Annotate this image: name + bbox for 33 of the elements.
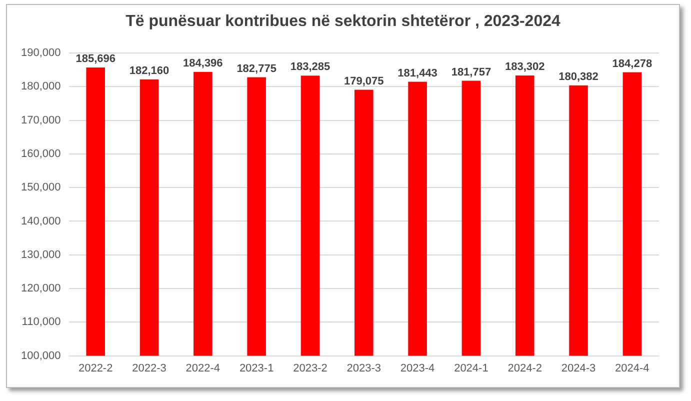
x-tick-label: 2024-4 <box>615 362 650 374</box>
data-label: 179,075 <box>344 75 384 88</box>
data-label: 181,443 <box>398 67 438 80</box>
y-tick-label: 190,000 <box>20 47 61 60</box>
x-tick-label: 2023-1 <box>239 362 274 374</box>
data-label: 182,775 <box>236 62 276 75</box>
chart-title: Të punësuar kontribues në sektorin shtetëror , 2023-2024 <box>124 13 562 31</box>
data-label: 185,696 <box>76 53 116 66</box>
y-tick-label: 100,000 <box>20 350 61 362</box>
data-label: 183,302 <box>504 61 545 74</box>
y-tick-label: 170,000 <box>20 114 61 126</box>
data-label: 182,160 <box>129 64 170 77</box>
x-tick-label: 2022-2 <box>78 362 113 374</box>
x-tick-label: 2024-2 <box>508 362 542 374</box>
x-tick-label: 2022-4 <box>186 362 220 374</box>
x-tick-label: 2023-3 <box>346 362 382 374</box>
y-tick-label: 180,000 <box>20 80 61 93</box>
y-tick-label: 140,000 <box>20 215 61 228</box>
y-tick-label: 150,000 <box>20 182 61 194</box>
data-label: 183,285 <box>290 61 330 74</box>
data-label: 184,278 <box>612 58 652 70</box>
data-label: 180,382 <box>558 70 598 83</box>
y-tick-label: 120,000 <box>20 282 61 295</box>
x-tick-label: 2022-3 <box>132 362 166 374</box>
x-tick-label: 2024-1 <box>454 362 488 374</box>
y-tick-label: 160,000 <box>20 148 61 160</box>
x-tick-label: 2024-3 <box>561 362 596 374</box>
data-label: 181,757 <box>451 66 492 78</box>
y-tick-label: 130,000 <box>20 248 61 261</box>
x-tick-label: 2023-4 <box>400 362 435 374</box>
data-label: 184,396 <box>183 57 223 70</box>
y-tick-label: 110,000 <box>22 316 61 328</box>
x-tick-label: 2023-2 <box>293 362 328 374</box>
